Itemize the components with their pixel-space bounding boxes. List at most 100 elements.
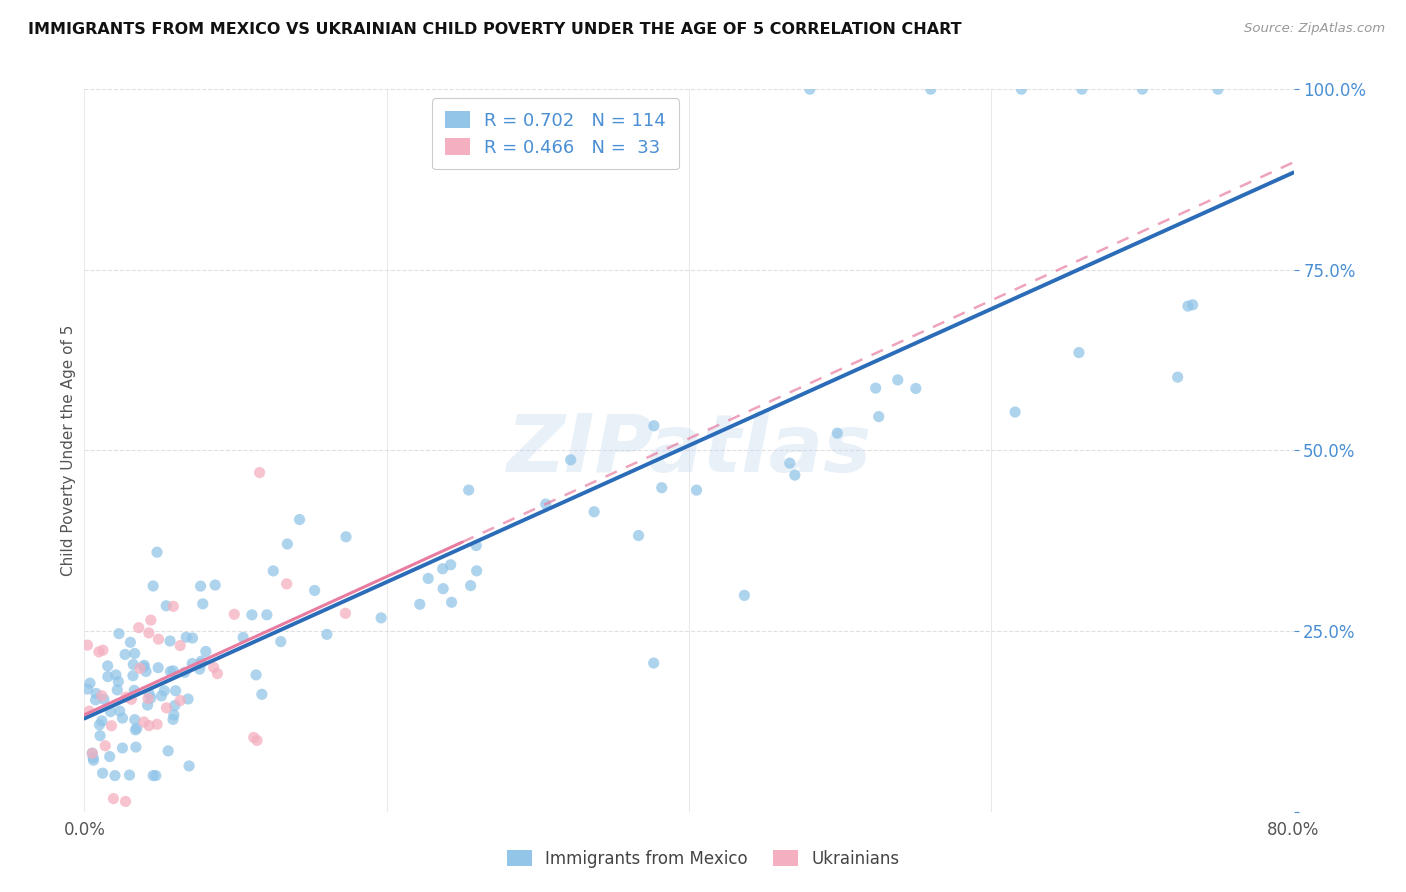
Point (173, 665, 195, 680)
Point (135, 665, 157, 679)
Point (188, 662, 211, 676)
Point (249, 466, 271, 480)
Point (114, 648, 136, 662)
Point (146, 661, 169, 675)
Point (560, 453, 582, 467)
Point (114, 794, 136, 808)
Point (89, 718, 111, 732)
Point (138, 718, 160, 732)
Point (250, 687, 273, 701)
Point (335, 607, 357, 621)
Point (107, 674, 129, 689)
Point (100, 705, 122, 719)
Point (181, 631, 204, 645)
Point (256, 607, 278, 622)
Point (920, 82, 942, 96)
Point (138, 687, 160, 701)
Point (129, 661, 152, 675)
Point (242, 731, 264, 745)
Point (124, 713, 146, 727)
Point (827, 426, 849, 441)
Point (87, 645, 110, 659)
Point (1167, 370, 1189, 384)
Point (246, 733, 269, 747)
Point (276, 537, 298, 551)
Point (534, 497, 557, 511)
Point (440, 595, 463, 609)
Point (111, 741, 134, 756)
Point (418, 571, 440, 585)
Text: IMMIGRANTS FROM MEXICO VS UKRAINIAN CHILD POVERTY UNDER THE AGE OF 5 CORRELATION: IMMIGRANTS FROM MEXICO VS UKRAINIAN CHIL… (28, 22, 962, 37)
Point (82, 751, 104, 765)
Point (202, 660, 225, 674)
Point (162, 712, 184, 726)
Point (868, 409, 890, 424)
Point (1011, 82, 1033, 96)
Point (139, 691, 162, 706)
Point (1071, 82, 1094, 96)
Point (432, 562, 454, 576)
Point (177, 759, 200, 773)
Point (315, 627, 337, 641)
Point (409, 597, 432, 611)
Point (163, 707, 186, 722)
Point (169, 693, 191, 707)
Point (82, 746, 104, 760)
Point (643, 656, 665, 670)
Point (82, 746, 104, 760)
Point (181, 657, 204, 671)
Point (118, 768, 141, 782)
Point (460, 579, 482, 593)
Point (162, 664, 184, 678)
Point (163, 698, 186, 713)
Point (276, 577, 298, 591)
Point (643, 418, 665, 433)
Point (132, 714, 155, 729)
Point (465, 564, 488, 578)
Point (105, 682, 128, 697)
Point (104, 668, 127, 682)
Point (77, 704, 100, 718)
Point (904, 381, 927, 395)
Point (174, 630, 197, 644)
Point (1206, 82, 1229, 96)
Point (733, 588, 755, 602)
Point (1067, 345, 1090, 359)
Point (153, 683, 176, 698)
Point (432, 582, 454, 596)
Point (150, 689, 173, 703)
Point (155, 701, 177, 715)
Point (270, 634, 292, 648)
Point (191, 597, 214, 611)
Point (100, 719, 122, 733)
Point (90, 689, 112, 703)
Point (148, 632, 170, 647)
Point (169, 639, 191, 653)
Point (122, 657, 145, 672)
Point (1004, 405, 1026, 419)
Y-axis label: Child Poverty Under the Age of 5: Child Poverty Under the Age of 5 (60, 325, 76, 576)
Point (288, 512, 311, 526)
Point (97, 670, 120, 684)
Point (142, 579, 165, 593)
Point (128, 621, 150, 635)
Point (177, 692, 200, 706)
Point (111, 711, 134, 725)
Point (865, 381, 887, 395)
Point (93, 692, 115, 706)
Point (91, 643, 114, 657)
Point (1177, 299, 1199, 313)
Point (685, 483, 707, 498)
Point (146, 545, 169, 559)
Point (125, 740, 148, 755)
Point (162, 599, 184, 614)
Point (98, 749, 121, 764)
Point (103, 791, 125, 805)
Point (335, 530, 357, 544)
Point (245, 668, 267, 682)
Point (240, 607, 263, 622)
Point (108, 704, 131, 718)
Point (190, 579, 212, 593)
Point (627, 528, 650, 542)
Point (146, 717, 169, 731)
